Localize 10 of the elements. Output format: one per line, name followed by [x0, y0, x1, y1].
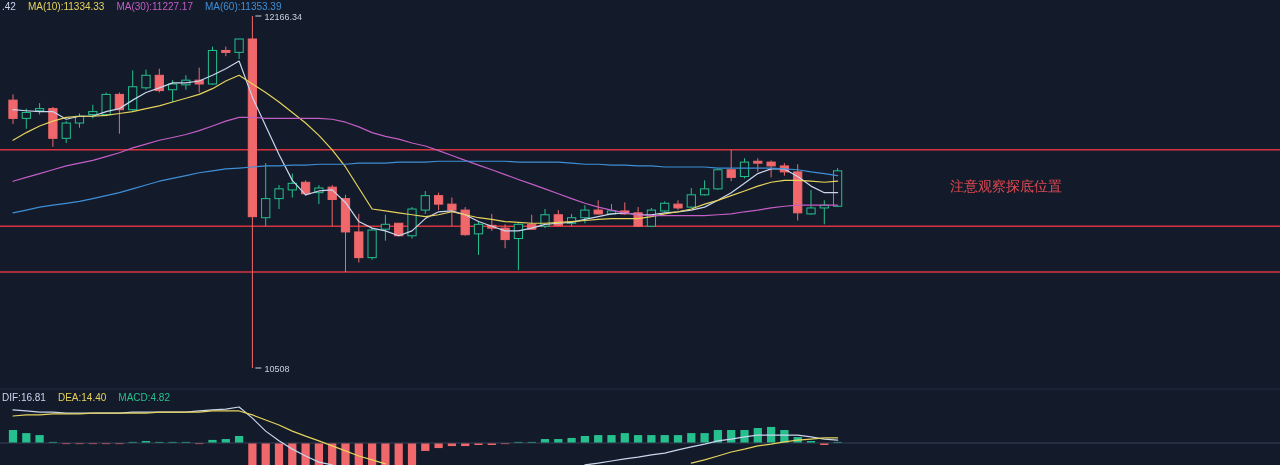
annotation: 10508 — [264, 363, 290, 374]
text: 注意观察探底位置 — [950, 178, 1062, 194]
series-label: DIF:16.81 — [2, 392, 47, 403]
text: MACD:4.82 — [118, 392, 171, 403]
text: MA(60):11353.39 — [204, 1, 282, 12]
text: MA(30):11227.17 — [116, 1, 194, 12]
series-label: DEA:14.40 — [57, 392, 107, 403]
text: MA(10):11334.33 — [27, 1, 105, 12]
annotation: 12166.34 — [264, 11, 302, 22]
text: .42 — [2, 1, 17, 12]
